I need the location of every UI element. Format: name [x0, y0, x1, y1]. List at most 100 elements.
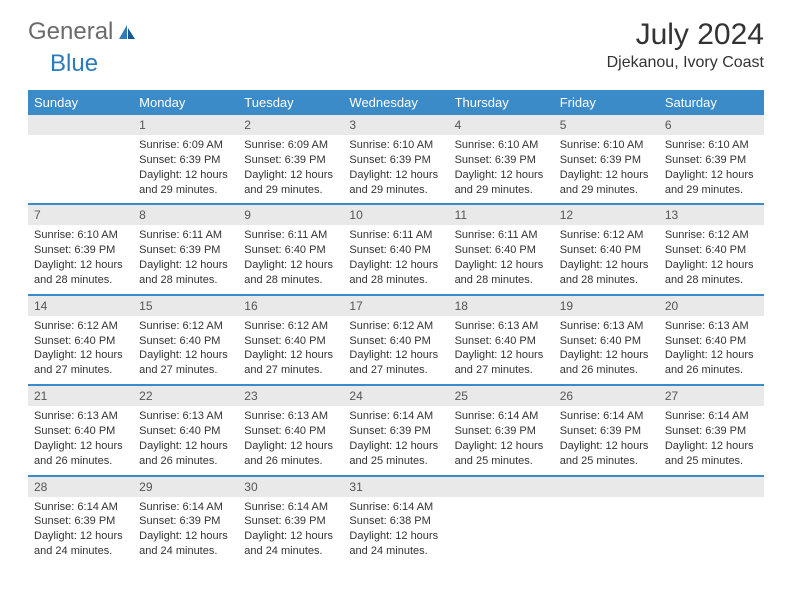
calendar-week-row: 28Sunrise: 6:14 AMSunset: 6:39 PMDayligh… [28, 476, 764, 565]
calendar-cell: 20Sunrise: 6:13 AMSunset: 6:40 PMDayligh… [659, 295, 764, 385]
calendar-cell: 11Sunrise: 6:11 AMSunset: 6:40 PMDayligh… [449, 204, 554, 294]
calendar-cell [449, 476, 554, 565]
day-number: 31 [343, 477, 448, 497]
day-details: Sunrise: 6:14 AMSunset: 6:39 PMDaylight:… [554, 406, 659, 474]
day-details: Sunrise: 6:14 AMSunset: 6:39 PMDaylight:… [449, 406, 554, 474]
sunrise-line: Sunrise: 6:09 AM [244, 138, 337, 153]
sunset-line: Sunset: 6:40 PM [455, 334, 548, 349]
location: Djekanou, Ivory Coast [607, 54, 764, 72]
day-details: Sunrise: 6:14 AMSunset: 6:38 PMDaylight:… [343, 497, 448, 565]
day-details: Sunrise: 6:14 AMSunset: 6:39 PMDaylight:… [133, 497, 238, 565]
daylight-line: Daylight: 12 hours and 28 minutes. [139, 258, 232, 288]
day-details: Sunrise: 6:10 AMSunset: 6:39 PMDaylight:… [28, 225, 133, 293]
sunrise-line: Sunrise: 6:14 AM [34, 500, 127, 515]
day-details: Sunrise: 6:12 AMSunset: 6:40 PMDaylight:… [133, 316, 238, 384]
sunset-line: Sunset: 6:39 PM [455, 424, 548, 439]
day-number: 27 [659, 386, 764, 406]
calendar-cell: 8Sunrise: 6:11 AMSunset: 6:39 PMDaylight… [133, 204, 238, 294]
calendar-cell: 23Sunrise: 6:13 AMSunset: 6:40 PMDayligh… [238, 385, 343, 475]
calendar-cell: 28Sunrise: 6:14 AMSunset: 6:39 PMDayligh… [28, 476, 133, 565]
daylight-line: Daylight: 12 hours and 28 minutes. [244, 258, 337, 288]
daylight-line: Daylight: 12 hours and 24 minutes. [244, 529, 337, 559]
sunset-line: Sunset: 6:39 PM [349, 153, 442, 168]
daylight-line: Daylight: 12 hours and 25 minutes. [665, 439, 758, 469]
logo-text-blue: Blue [50, 50, 98, 77]
daylight-line: Daylight: 12 hours and 29 minutes. [349, 168, 442, 198]
day-number: 17 [343, 296, 448, 316]
calendar-table: Sunday Monday Tuesday Wednesday Thursday… [28, 90, 764, 565]
day-details: Sunrise: 6:11 AMSunset: 6:40 PMDaylight:… [238, 225, 343, 293]
calendar-cell [28, 115, 133, 204]
daylight-line: Daylight: 12 hours and 24 minutes. [349, 529, 442, 559]
sunrise-line: Sunrise: 6:12 AM [665, 228, 758, 243]
calendar-week-row: 7Sunrise: 6:10 AMSunset: 6:39 PMDaylight… [28, 204, 764, 294]
daylight-line: Daylight: 12 hours and 27 minutes. [139, 348, 232, 378]
calendar-cell: 14Sunrise: 6:12 AMSunset: 6:40 PMDayligh… [28, 295, 133, 385]
sunset-line: Sunset: 6:39 PM [139, 153, 232, 168]
sunset-line: Sunset: 6:39 PM [139, 243, 232, 258]
sunrise-line: Sunrise: 6:13 AM [34, 409, 127, 424]
day-number: 19 [554, 296, 659, 316]
day-number: 9 [238, 205, 343, 225]
sunrise-line: Sunrise: 6:12 AM [560, 228, 653, 243]
sunset-line: Sunset: 6:40 PM [244, 243, 337, 258]
calendar-cell: 3Sunrise: 6:10 AMSunset: 6:39 PMDaylight… [343, 115, 448, 204]
sunrise-line: Sunrise: 6:13 AM [244, 409, 337, 424]
day-number: 8 [133, 205, 238, 225]
day-number: 1 [133, 115, 238, 135]
day-number: 21 [28, 386, 133, 406]
day-details: Sunrise: 6:13 AMSunset: 6:40 PMDaylight:… [554, 316, 659, 384]
day-details: Sunrise: 6:13 AMSunset: 6:40 PMDaylight:… [449, 316, 554, 384]
calendar-cell: 1Sunrise: 6:09 AMSunset: 6:39 PMDaylight… [133, 115, 238, 204]
day-details: Sunrise: 6:09 AMSunset: 6:39 PMDaylight:… [238, 135, 343, 203]
daylight-line: Daylight: 12 hours and 29 minutes. [665, 168, 758, 198]
daylight-line: Daylight: 12 hours and 26 minutes. [560, 348, 653, 378]
daylight-line: Daylight: 12 hours and 28 minutes. [34, 258, 127, 288]
sunset-line: Sunset: 6:39 PM [34, 243, 127, 258]
sunset-line: Sunset: 6:40 PM [349, 334, 442, 349]
day-details: Sunrise: 6:14 AMSunset: 6:39 PMDaylight:… [28, 497, 133, 565]
sunrise-line: Sunrise: 6:14 AM [665, 409, 758, 424]
daylight-line: Daylight: 12 hours and 25 minutes. [349, 439, 442, 469]
day-details: Sunrise: 6:12 AMSunset: 6:40 PMDaylight:… [554, 225, 659, 293]
calendar-week-row: 1Sunrise: 6:09 AMSunset: 6:39 PMDaylight… [28, 115, 764, 204]
weekday-header: Saturday [659, 90, 764, 115]
sunrise-line: Sunrise: 6:12 AM [244, 319, 337, 334]
day-details: Sunrise: 6:10 AMSunset: 6:39 PMDaylight:… [449, 135, 554, 203]
day-details: Sunrise: 6:13 AMSunset: 6:40 PMDaylight:… [659, 316, 764, 384]
day-number: 12 [554, 205, 659, 225]
day-details: Sunrise: 6:13 AMSunset: 6:40 PMDaylight:… [238, 406, 343, 474]
calendar-week-row: 21Sunrise: 6:13 AMSunset: 6:40 PMDayligh… [28, 385, 764, 475]
sunset-line: Sunset: 6:40 PM [244, 334, 337, 349]
day-details: Sunrise: 6:11 AMSunset: 6:40 PMDaylight:… [449, 225, 554, 293]
daylight-line: Daylight: 12 hours and 28 minutes. [560, 258, 653, 288]
day-number: 24 [343, 386, 448, 406]
day-number: 22 [133, 386, 238, 406]
day-number: 2 [238, 115, 343, 135]
day-details: Sunrise: 6:11 AMSunset: 6:40 PMDaylight:… [343, 225, 448, 293]
sunset-line: Sunset: 6:40 PM [560, 334, 653, 349]
day-number: 4 [449, 115, 554, 135]
sunrise-line: Sunrise: 6:12 AM [34, 319, 127, 334]
daylight-line: Daylight: 12 hours and 24 minutes. [34, 529, 127, 559]
calendar-cell: 27Sunrise: 6:14 AMSunset: 6:39 PMDayligh… [659, 385, 764, 475]
day-details: Sunrise: 6:09 AMSunset: 6:39 PMDaylight:… [133, 135, 238, 203]
daylight-line: Daylight: 12 hours and 25 minutes. [455, 439, 548, 469]
sunset-line: Sunset: 6:38 PM [349, 514, 442, 529]
weekday-header: Wednesday [343, 90, 448, 115]
calendar-cell: 2Sunrise: 6:09 AMSunset: 6:39 PMDaylight… [238, 115, 343, 204]
day-details: Sunrise: 6:10 AMSunset: 6:39 PMDaylight:… [343, 135, 448, 203]
day-details: Sunrise: 6:11 AMSunset: 6:39 PMDaylight:… [133, 225, 238, 293]
sunset-line: Sunset: 6:39 PM [560, 153, 653, 168]
sunrise-line: Sunrise: 6:13 AM [560, 319, 653, 334]
day-details: Sunrise: 6:13 AMSunset: 6:40 PMDaylight:… [28, 406, 133, 474]
day-details: Sunrise: 6:14 AMSunset: 6:39 PMDaylight:… [343, 406, 448, 474]
logo-sail-icon [117, 23, 137, 41]
empty-day-header [659, 477, 764, 497]
weekday-header: Tuesday [238, 90, 343, 115]
day-details: Sunrise: 6:14 AMSunset: 6:39 PMDaylight:… [238, 497, 343, 565]
logo: General [28, 18, 139, 46]
weekday-header: Friday [554, 90, 659, 115]
daylight-line: Daylight: 12 hours and 28 minutes. [665, 258, 758, 288]
day-details: Sunrise: 6:13 AMSunset: 6:40 PMDaylight:… [133, 406, 238, 474]
